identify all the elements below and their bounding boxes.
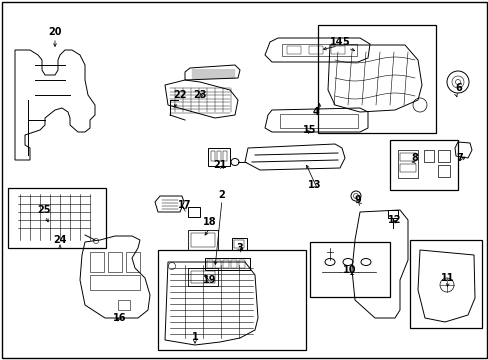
Text: 15: 15 bbox=[303, 125, 316, 135]
Text: 2: 2 bbox=[218, 190, 225, 200]
Text: 25: 25 bbox=[37, 205, 51, 215]
Text: 24: 24 bbox=[53, 235, 67, 245]
Text: 11: 11 bbox=[440, 273, 454, 283]
Bar bbox=[239, 260, 244, 268]
Text: 10: 10 bbox=[343, 265, 356, 275]
Bar bbox=[191, 271, 215, 283]
Bar bbox=[234, 240, 244, 248]
Text: 21: 21 bbox=[213, 160, 226, 170]
Text: 22: 22 bbox=[173, 90, 186, 100]
Bar bbox=[118, 300, 130, 310]
Bar bbox=[108, 252, 122, 272]
Text: 19: 19 bbox=[203, 275, 216, 285]
Bar bbox=[397, 150, 417, 178]
Bar bbox=[187, 268, 218, 286]
Bar bbox=[399, 153, 415, 161]
Bar bbox=[230, 260, 237, 268]
Bar bbox=[309, 242, 389, 297]
Text: 6: 6 bbox=[455, 83, 462, 93]
Text: 9: 9 bbox=[354, 195, 361, 205]
Text: 5: 5 bbox=[342, 37, 348, 47]
Bar bbox=[437, 150, 449, 162]
Text: 14: 14 bbox=[329, 37, 343, 47]
Bar bbox=[187, 207, 200, 217]
Bar bbox=[223, 260, 228, 268]
Bar bbox=[330, 46, 345, 54]
Bar bbox=[286, 46, 301, 54]
Bar bbox=[90, 252, 104, 272]
Bar bbox=[280, 114, 357, 128]
Bar bbox=[187, 230, 218, 250]
Text: 20: 20 bbox=[48, 27, 61, 37]
Bar bbox=[399, 164, 415, 172]
Bar bbox=[90, 275, 140, 290]
Bar bbox=[158, 250, 305, 350]
Bar bbox=[204, 258, 249, 270]
Text: 3: 3 bbox=[236, 243, 243, 253]
Bar bbox=[207, 148, 229, 166]
Text: 13: 13 bbox=[307, 180, 321, 190]
Bar bbox=[389, 140, 457, 190]
Text: 1: 1 bbox=[191, 332, 198, 342]
Bar bbox=[282, 44, 356, 56]
Bar bbox=[223, 151, 226, 161]
Text: 16: 16 bbox=[113, 313, 126, 323]
Bar bbox=[215, 260, 221, 268]
Text: 17: 17 bbox=[178, 200, 191, 210]
Text: 4: 4 bbox=[312, 107, 319, 117]
Bar bbox=[437, 165, 449, 177]
Bar bbox=[231, 238, 246, 250]
Bar bbox=[308, 46, 323, 54]
Bar bbox=[191, 233, 215, 247]
Bar bbox=[210, 151, 215, 161]
Text: 12: 12 bbox=[387, 215, 401, 225]
Bar bbox=[387, 210, 397, 218]
Text: 18: 18 bbox=[203, 217, 216, 227]
Bar bbox=[8, 188, 106, 248]
Bar bbox=[409, 240, 481, 328]
Bar bbox=[126, 252, 140, 272]
Bar bbox=[206, 260, 213, 268]
Text: 8: 8 bbox=[411, 153, 418, 163]
Text: 23: 23 bbox=[193, 90, 206, 100]
Bar bbox=[317, 25, 435, 133]
Bar bbox=[423, 150, 433, 162]
Text: 7: 7 bbox=[456, 153, 463, 163]
Bar bbox=[217, 151, 221, 161]
